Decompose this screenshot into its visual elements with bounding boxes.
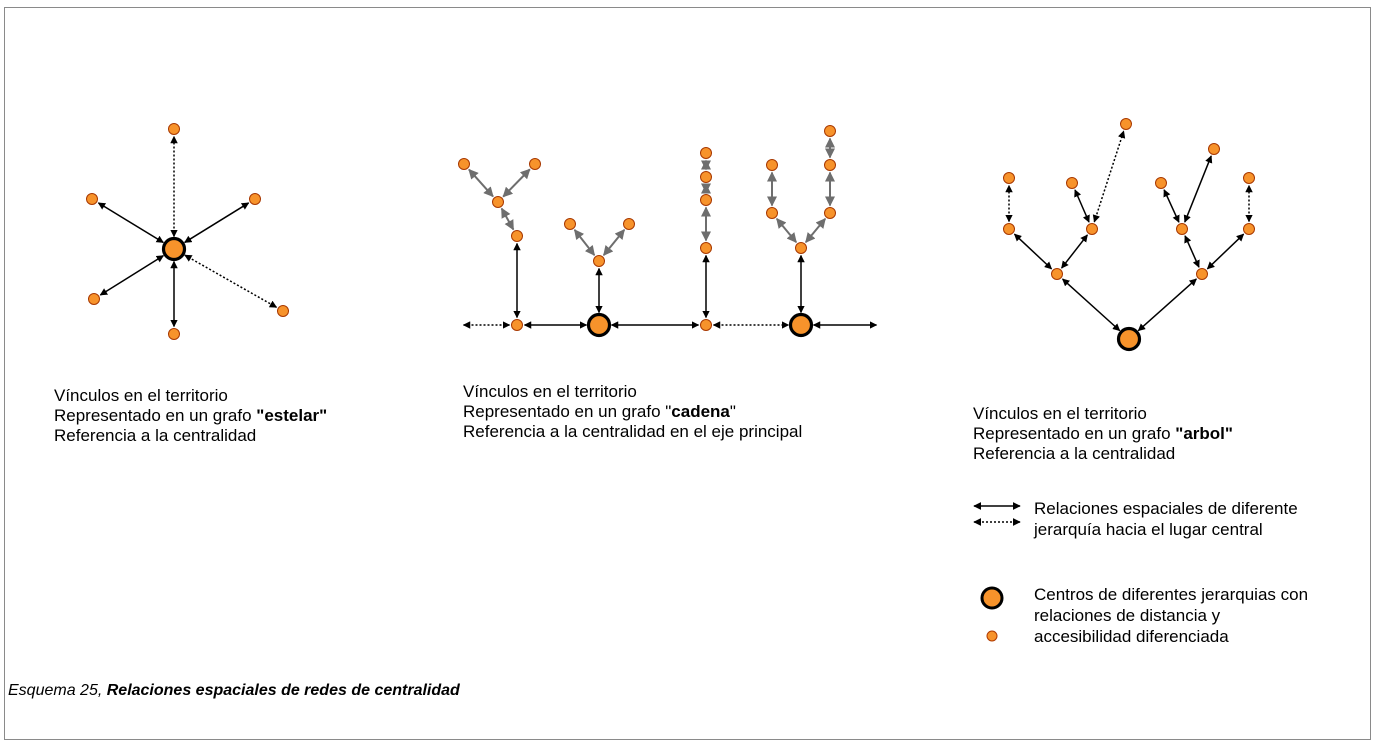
cadena-relation-arrow bbox=[776, 218, 797, 243]
arbol-relation-arrow bbox=[1092, 130, 1126, 223]
cadena-node bbox=[511, 319, 523, 331]
cadena-node bbox=[700, 147, 712, 159]
cadena-node bbox=[458, 158, 470, 170]
legend-arrows-icon bbox=[973, 502, 1021, 526]
cadena-main-center bbox=[788, 312, 814, 338]
caption-estelar: Vínculos en el territorio Representado e… bbox=[54, 386, 327, 446]
arbol-node bbox=[1155, 177, 1167, 189]
cadena-relation-arrow bbox=[502, 168, 531, 198]
arbol-node bbox=[1176, 223, 1188, 235]
estelar-relation-arrow bbox=[184, 254, 278, 308]
arbol-node bbox=[1196, 268, 1208, 280]
caption-estelar-line1: Vínculos en el territorio bbox=[54, 386, 228, 405]
arbol-node bbox=[1243, 172, 1255, 184]
cadena-node bbox=[529, 158, 541, 170]
estelar-node bbox=[88, 293, 100, 305]
caption-estelar-line2: Representado en un grafo "estelar" bbox=[54, 406, 328, 425]
arbol-node bbox=[1243, 223, 1255, 235]
cadena-node bbox=[700, 242, 712, 254]
cadena-relation-arrow bbox=[573, 229, 596, 256]
arbol-relation-arrow bbox=[1074, 189, 1090, 223]
estelar-node bbox=[277, 305, 289, 317]
cadena-node bbox=[766, 207, 778, 219]
legend-centers-text: Centros de diferentes jerarquias con rel… bbox=[1034, 585, 1309, 646]
cadena-node bbox=[700, 194, 712, 206]
cadena-node bbox=[593, 255, 605, 267]
arbol-node bbox=[1003, 223, 1015, 235]
arbol-node bbox=[1051, 268, 1063, 280]
arbol-relation-arrow bbox=[1061, 234, 1088, 269]
cadena-node bbox=[511, 230, 523, 242]
caption-cadena-line3: Referencia a la centralidad en el eje pr… bbox=[463, 422, 803, 441]
estelar-relation-arrow bbox=[97, 202, 164, 244]
cadena-node bbox=[766, 159, 778, 171]
arbol-relation-arrow bbox=[1183, 155, 1213, 223]
arbol-node bbox=[1120, 118, 1132, 130]
cadena-relation-arrow bbox=[468, 168, 494, 198]
estelar-node bbox=[249, 193, 261, 205]
estelar-relation-arrow bbox=[183, 202, 250, 244]
cadena-node bbox=[700, 319, 712, 331]
caption-cadena-line2: Representado en un grafo "cadena" bbox=[463, 402, 736, 421]
caption-cadena-line1: Vínculos en el territorio bbox=[463, 382, 637, 401]
arbol-relation-arrow bbox=[1137, 278, 1197, 332]
cadena-main-center bbox=[586, 312, 612, 338]
estelar-relation-arrow bbox=[99, 254, 165, 296]
cadena-node bbox=[492, 196, 504, 208]
legend-relations-text: Relaciones espaciales de diferente jerar… bbox=[1034, 499, 1298, 539]
estelar-node bbox=[168, 123, 180, 135]
estelar-main-center bbox=[161, 236, 187, 262]
arbol-node bbox=[1208, 143, 1220, 155]
arbol-main-center bbox=[1116, 326, 1142, 352]
estelar-node bbox=[86, 193, 98, 205]
cadena-relation-arrow bbox=[602, 229, 626, 256]
cadena-node bbox=[700, 171, 712, 183]
cadena-node bbox=[623, 218, 635, 230]
arbol-node bbox=[1086, 223, 1098, 235]
cadena-relation-arrow bbox=[805, 218, 826, 243]
cadena-node bbox=[824, 207, 836, 219]
cadena-node bbox=[824, 159, 836, 171]
arbol-relation-arrow bbox=[1206, 233, 1245, 270]
arbol-relation-arrow bbox=[1163, 189, 1180, 223]
arbol-node bbox=[1066, 177, 1078, 189]
arbol-relation-arrow bbox=[1013, 233, 1053, 270]
cadena-node bbox=[795, 242, 807, 254]
arbol-relation-arrow bbox=[1062, 278, 1121, 332]
caption-arbol-line3: Referencia a la centralidad bbox=[973, 444, 1176, 463]
cadena-node bbox=[824, 125, 836, 137]
legend-nodes-icon bbox=[980, 586, 1004, 642]
caption-arbol-line2: Representado en un grafo "arbol" bbox=[973, 424, 1233, 443]
figure-caption: Esquema 25, Relaciones espaciales de red… bbox=[8, 682, 460, 699]
caption-arbol-line1: Vínculos en el territorio bbox=[973, 404, 1147, 423]
caption-estelar-line3: Referencia a la centralidad bbox=[54, 426, 257, 445]
caption-arbol: Vínculos en el territorio Representado e… bbox=[973, 404, 1233, 464]
estelar-node bbox=[168, 328, 180, 340]
cadena-node bbox=[564, 218, 576, 230]
arbol-relation-arrow bbox=[1184, 235, 1200, 268]
arbol-node bbox=[1003, 172, 1015, 184]
caption-cadena: Vínculos en el territorio Representado e… bbox=[463, 382, 802, 442]
cadena-relation-arrow bbox=[500, 207, 515, 231]
figure-frame bbox=[4, 7, 1371, 740]
